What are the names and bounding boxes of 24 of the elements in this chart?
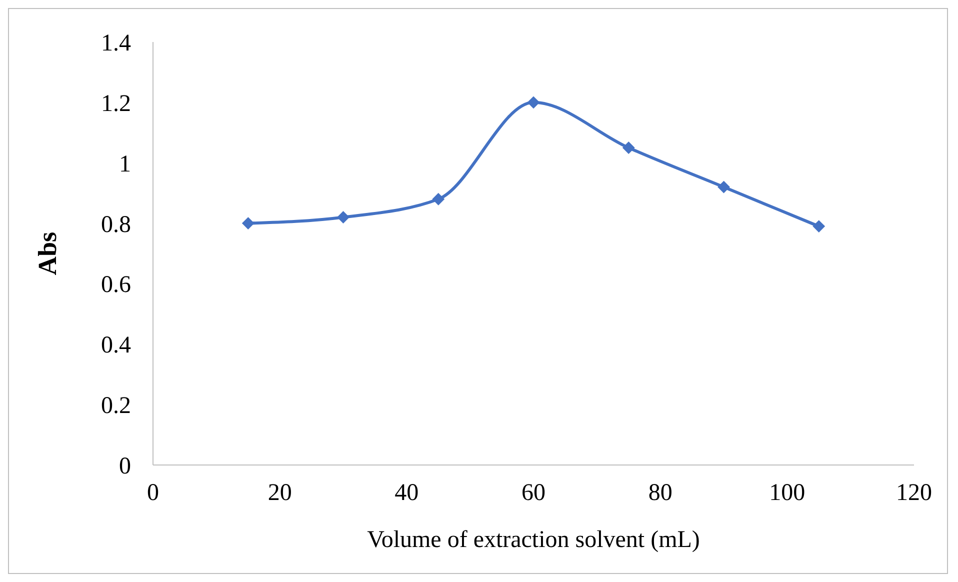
x-axis-title: Volume of extraction solvent (mL) bbox=[367, 527, 700, 553]
x-tick-label: 20 bbox=[268, 480, 292, 506]
x-tick-label: 60 bbox=[522, 480, 546, 506]
point bbox=[812, 220, 825, 232]
point bbox=[432, 193, 444, 206]
y-tick-label: 1.2 bbox=[101, 90, 131, 117]
y-tick-label: 0.8 bbox=[101, 212, 131, 238]
y-tick-label: 1 bbox=[119, 151, 131, 178]
y-tick-label: 0.4 bbox=[101, 332, 131, 359]
x-tick-label: 100 bbox=[769, 480, 806, 506]
x-tick-label: 0 bbox=[147, 480, 159, 506]
y-axis-title: Abs bbox=[33, 232, 62, 276]
y-tick-label: 0.2 bbox=[101, 393, 131, 420]
x-tick-label: 80 bbox=[648, 480, 672, 506]
point bbox=[622, 142, 635, 154]
y-tick-label: 1.4 bbox=[101, 30, 131, 57]
x-tick-label: 120 bbox=[896, 480, 932, 506]
y-tick-label: 0 bbox=[119, 454, 131, 480]
y-tick-label: 0.6 bbox=[101, 272, 131, 298]
point bbox=[337, 211, 350, 224]
point bbox=[528, 96, 540, 108]
point bbox=[718, 181, 730, 194]
point bbox=[242, 217, 254, 230]
x-tick-label: 40 bbox=[394, 480, 419, 506]
